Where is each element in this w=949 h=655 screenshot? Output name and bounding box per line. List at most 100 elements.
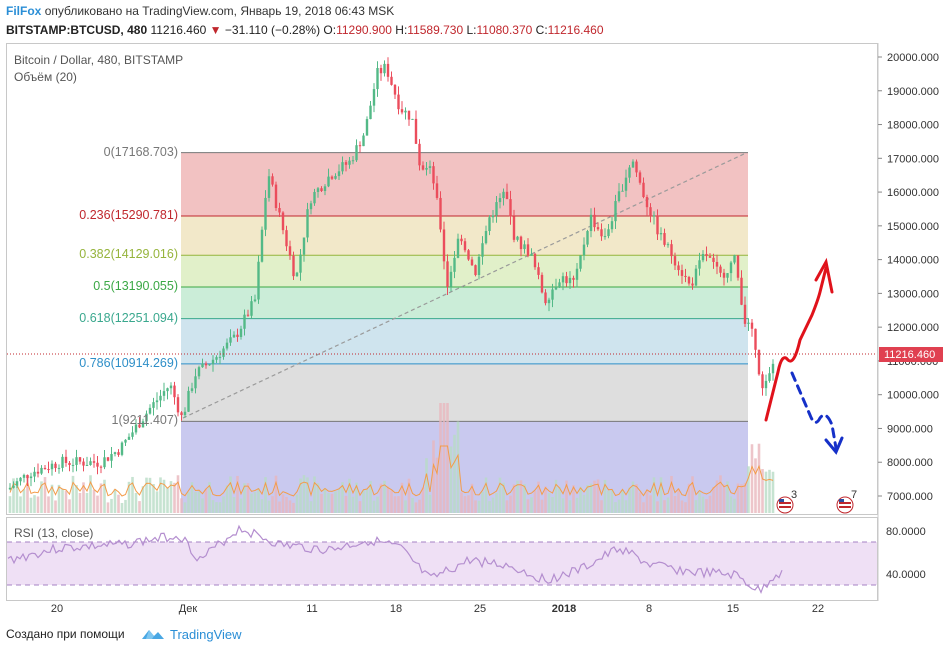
candle-body <box>509 199 512 217</box>
volume-bar <box>764 471 768 513</box>
forecast-up-arrow[interactable] <box>764 266 828 422</box>
volume-bar <box>600 500 603 513</box>
candle-body <box>285 230 288 247</box>
candle-body <box>197 367 201 377</box>
candle-body <box>607 229 610 237</box>
candle-body <box>260 229 264 262</box>
candle-body <box>92 461 96 463</box>
volume-bar <box>8 496 12 513</box>
price-axis-label: 17000.000 <box>887 153 939 165</box>
candle-body <box>71 464 75 466</box>
rsi-axis-label: 40.0000 <box>886 569 926 581</box>
candle-body <box>257 261 260 300</box>
candle-body <box>768 373 771 381</box>
volume-bar <box>43 477 47 513</box>
candle-body <box>638 172 642 183</box>
author-name[interactable]: FilFox <box>6 4 42 18</box>
volume-bar <box>285 496 288 513</box>
volume-bar <box>82 482 85 513</box>
volume-bar <box>155 491 159 513</box>
candle-body <box>544 292 547 304</box>
price-axis[interactable]: 20000.000 19000.000 18000.000 17000.000 1600… <box>877 43 939 601</box>
fib-level-label: 0.236(15290.781) <box>79 208 178 223</box>
candle-body <box>498 198 502 203</box>
candle-body <box>439 197 442 230</box>
volume-bar <box>607 490 610 513</box>
candle-body <box>684 275 687 278</box>
candle-body <box>138 424 141 428</box>
event-count: 3 <box>791 489 797 501</box>
volume-bar <box>110 498 113 513</box>
candle-body <box>687 277 691 284</box>
forecast-down-arrow[interactable] <box>790 371 838 450</box>
volume-bar <box>341 482 344 513</box>
candle-body <box>369 105 372 120</box>
candle-body <box>764 380 768 389</box>
fib-level-label: 1(9211.407) <box>111 413 179 428</box>
fib-level-label: 0.786(10914.269) <box>79 355 178 370</box>
volume-bar <box>92 489 96 513</box>
volume-bar <box>204 488 208 513</box>
candle-body <box>288 246 292 256</box>
candle-body <box>530 253 533 256</box>
candle-body <box>15 481 19 486</box>
candle-body <box>579 255 582 269</box>
volume-bar <box>474 500 477 513</box>
candle-body <box>449 271 453 287</box>
candle-body <box>754 328 757 350</box>
volume-bar <box>183 502 187 513</box>
trend-line[interactable] <box>182 152 747 419</box>
us-flag-event-icon[interactable] <box>836 496 854 514</box>
volume-bar <box>453 434 456 513</box>
candle-body <box>82 461 85 466</box>
chart-canvas[interactable]: 3 7 20000.000 19000.000 18000.000 17000.000… <box>0 0 949 620</box>
us-flag-event-icon[interactable] <box>776 496 794 514</box>
candle-body <box>211 359 215 365</box>
candle-body <box>400 109 404 113</box>
volume-bar <box>593 480 596 513</box>
publish-line: FilFox опубликовано на TradingView.com, … <box>6 4 394 18</box>
candle-body <box>414 118 418 144</box>
fib-retracement[interactable] <box>181 152 748 513</box>
candle-body <box>134 424 138 433</box>
candle-body <box>75 457 78 465</box>
candle-body <box>376 68 379 90</box>
volume-bar <box>173 482 176 513</box>
tradingview-logo-icon[interactable] <box>140 626 166 642</box>
volume-bar <box>645 490 649 513</box>
candle-body <box>152 402 155 408</box>
volume-bar <box>628 487 631 513</box>
volume-bar <box>218 502 222 513</box>
volume-bar <box>12 478 15 513</box>
candle-body <box>418 143 421 166</box>
volume-bar <box>215 502 218 513</box>
symbol-label[interactable]: BITSTAMP:BTCUSD, 480 <box>6 23 148 37</box>
candle-body <box>747 322 750 324</box>
volume-bar <box>544 486 547 513</box>
volume-bar <box>64 490 68 513</box>
price-axis-label: 14000.000 <box>887 255 939 267</box>
candle-body <box>460 238 463 242</box>
candle-body <box>22 474 26 478</box>
volume-bar <box>281 494 285 513</box>
volume-bar <box>523 484 526 513</box>
volume-bar <box>652 477 656 513</box>
volume-bar <box>481 491 484 513</box>
volume-bar <box>180 498 183 513</box>
volume-bar <box>309 501 313 513</box>
candle-body <box>614 201 617 222</box>
time-axis[interactable]: 20 Дек 11 18 25 2018 8 15 22 <box>51 603 824 615</box>
candle-body <box>113 452 117 455</box>
candle-body <box>680 270 684 276</box>
open-label: O: <box>323 23 337 37</box>
tradingview-link[interactable]: TradingView <box>170 627 242 642</box>
volume-bar <box>642 502 645 513</box>
candle-body <box>281 212 285 231</box>
candle-body <box>771 363 775 374</box>
volume-bar <box>498 477 502 513</box>
close-value: 11216.460 <box>547 23 604 37</box>
volume-bar <box>519 480 523 513</box>
candle-body <box>12 485 15 488</box>
volume-bar <box>40 481 43 513</box>
volume-bar <box>194 491 197 513</box>
